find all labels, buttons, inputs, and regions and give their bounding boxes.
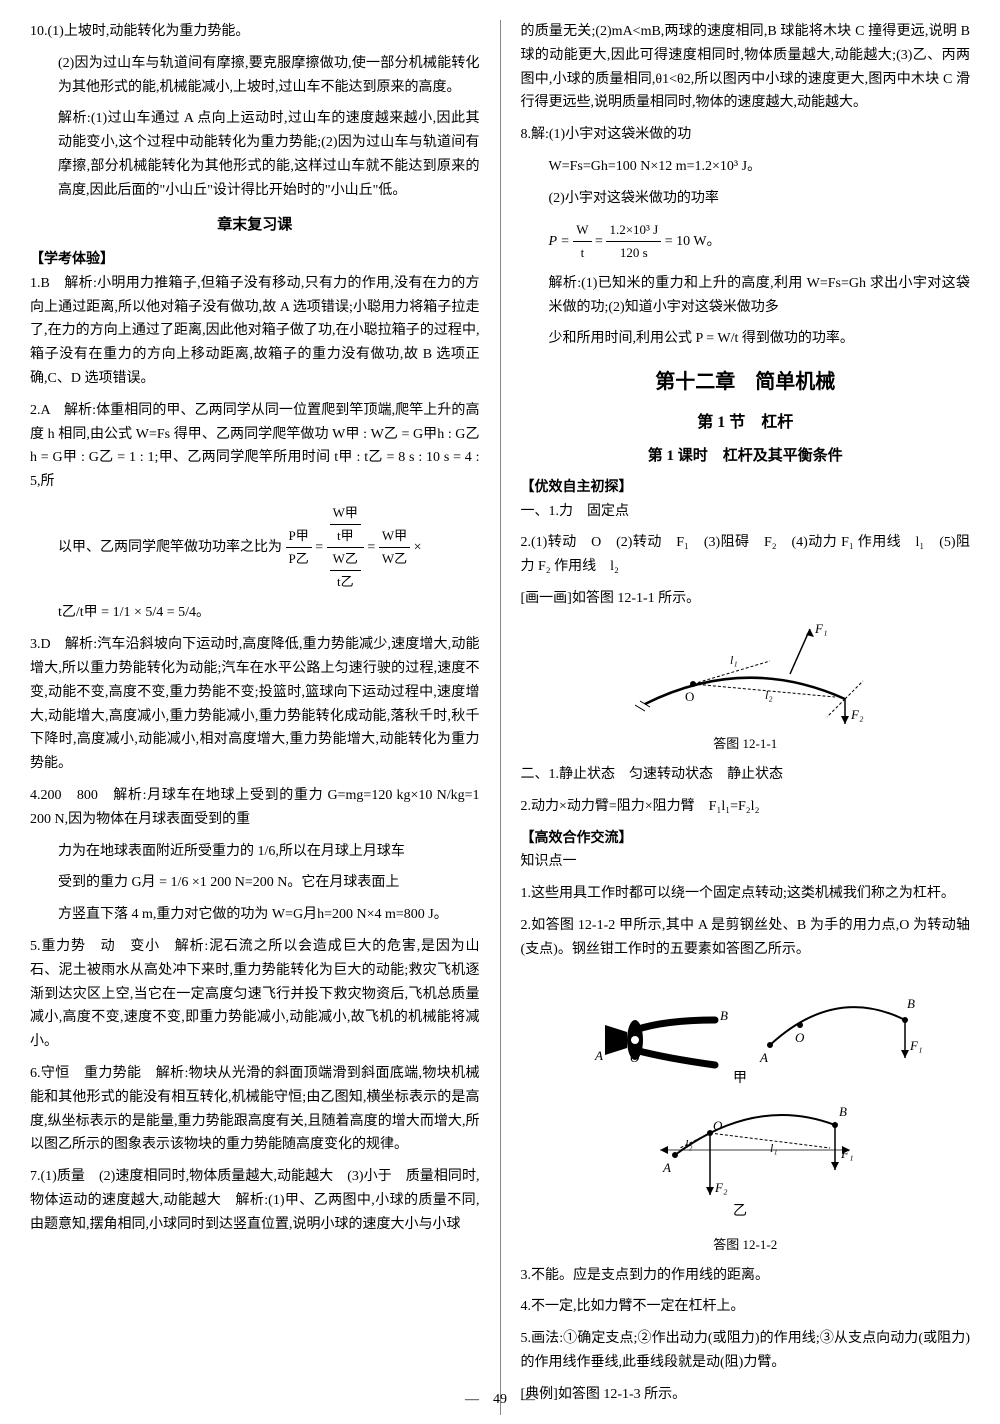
svg-text:l₁: l₁ xyxy=(770,1141,778,1155)
k2: 2.如答图 12-1-2 甲所示,其中 A 是剪钢丝处、B 为手的用力点,O 为… xyxy=(521,914,971,962)
gaoxiao-label: 【高效合作交流】 xyxy=(521,827,971,851)
fig1-caption: 答图 12-1-1 xyxy=(521,733,971,755)
svg-text:F₂: F₂ xyxy=(850,707,864,722)
q8-eq: = xyxy=(595,233,606,248)
k4: 4.不一定,比如力臂不一定在杠杆上。 xyxy=(521,1295,971,1319)
figure-12-1-1: O F₁ l₁ F₂ l₂ 答图 12-1-1 xyxy=(521,619,971,755)
q3: 3.D 解析:汽车沿斜坡向下运动时,高度降低,重力势能减少,速度增大,动能增大,… xyxy=(30,633,480,776)
study-exp-label: 【学考体验】 xyxy=(30,248,480,272)
q8-part3: (2)小宇对这袋米做功的功率 xyxy=(521,187,971,211)
k1: 1.这些用具工作时都可以绕一个固定点转动;这类机械我们称之为杠杆。 xyxy=(521,882,971,906)
review-course-title: 章末复习课 xyxy=(30,213,480,239)
svg-text:O: O xyxy=(685,689,694,704)
pliers-diagram-icon: A O B A O B F₁ 甲 xyxy=(565,970,925,1230)
svg-text:甲: 甲 xyxy=(733,1071,747,1086)
lever-diagram-icon: O F₁ l₁ F₂ l₂ xyxy=(615,619,875,729)
svg-text:A: A xyxy=(594,1048,603,1063)
svg-text:O: O xyxy=(630,1050,640,1065)
page-number: — 49 — xyxy=(0,1388,1000,1412)
svg-text:B: B xyxy=(839,1104,847,1119)
one-two: 2.(1)转动 O (2)转动 F₁ (3)阻碍 F₂ (4)动力 F₁ 作用线… xyxy=(521,531,971,579)
q4-part2: 力为在地球表面附近所受重力的 1/6,所以在月球上月球车 xyxy=(30,840,480,864)
q10-line2: (2)因为过山车与轨道间有摩擦,要克服摩擦做功,使一部分机械能转化为其他形式的能… xyxy=(30,52,480,100)
svg-text:乙: 乙 xyxy=(733,1203,747,1219)
q8-frac1: Wt xyxy=(573,219,591,264)
q2-line2: 以甲、乙两同学爬竿做功功率之比为 P甲P乙 = W甲t甲 W乙t乙 = W甲W乙… xyxy=(30,502,480,593)
q5: 5.重力势 动 变小 解析:泥石流之所以会造成巨大的危害,是因为山石、泥土被雨水… xyxy=(30,935,480,1054)
page-container: 10.(1)上坡时,动能转化为重力势能。 (2)因为过山车与轨道间有摩擦,要克服… xyxy=(30,20,970,1415)
q4-part1: 4.200 800 解析:月球车在地球上受到的重力 G=mg=120 kg×10… xyxy=(30,784,480,832)
times-sign: × xyxy=(414,540,422,555)
q8-part2: W=Fs=Gh=100 N×12 m=1.2×10³ J。 xyxy=(521,155,971,179)
section-title: 第 1 节 杠杆 xyxy=(521,409,971,436)
left-column: 10.(1)上坡时,动能转化为重力势能。 (2)因为过山车与轨道间有摩擦,要克服… xyxy=(30,20,480,1415)
q10-line3: 解析:(1)过山车通过 A 点向上运动时,过山车的速度越来越小,因此其动能变小,… xyxy=(30,107,480,202)
q8-formula: P = Wt = 1.2×10³ J120 s = 10 W。 xyxy=(521,219,971,264)
svg-text:F₁: F₁ xyxy=(814,621,827,636)
q8-p-label: P = xyxy=(549,233,574,248)
svg-text:O: O xyxy=(795,1030,805,1045)
one-one: 一、1.力 固定点 xyxy=(521,500,971,524)
q2-frac2: W甲W乙 xyxy=(379,525,410,570)
two-two: 2.动力×动力臂=阻力×阻力臂 F₁l₁=F₂l₂ xyxy=(521,795,971,819)
draw-label: [画一画]如答图 12-1-1 所示。 xyxy=(521,587,971,611)
svg-text:B: B xyxy=(907,996,915,1011)
k5: 5.画法:①确定支点;②作出动力(或阻力)的作用线;③从支点向动力(或阻力)的作… xyxy=(521,1327,971,1375)
chapter-title: 第十二章 简单机械 xyxy=(521,365,971,399)
k3: 3.不能。应是支点到力的作用线的距离。 xyxy=(521,1264,971,1288)
svg-text:l₂: l₂ xyxy=(765,688,773,702)
q4-part3: 受到的重力 G月 = 1/6 ×1 200 N=200 N。它在月球表面上 xyxy=(30,871,480,895)
q2-part2-pre: 以甲、乙两同学爬竿做功功率之比为 xyxy=(58,540,282,555)
svg-text:O: O xyxy=(713,1118,723,1133)
svg-text:A: A xyxy=(662,1160,671,1175)
figure-12-1-2: A O B A O B F₁ 甲 xyxy=(521,970,971,1256)
zizhu-label: 【优效自主初探】 xyxy=(521,476,971,500)
q8-part5: 少和所用时间,利用公式 P = W/t 得到做功的功率。 xyxy=(521,327,971,351)
lesson-title: 第 1 课时 杠杆及其平衡条件 xyxy=(521,444,971,470)
right-column: 的质量无关;(2)mA<mB,两球的速度相同,B 球能将木块 C 撞得更远,说明… xyxy=(521,20,971,1415)
q4-part4: 方竖直下落 4 m,重力对它做的功为 W=G月h=200 N×4 m=800 J… xyxy=(30,903,480,927)
eq-sign-2: = xyxy=(367,540,378,555)
cont1: 的质量无关;(2)mA<mB,两球的速度相同,B 球能将木块 C 撞得更远,说明… xyxy=(521,20,971,115)
eq-sign-1: = xyxy=(315,540,326,555)
q7: 7.(1)质量 (2)速度相同时,物体质量越大,动能越大 (3)小于 质量相同时… xyxy=(30,1165,480,1236)
svg-text:B: B xyxy=(720,1008,728,1023)
two-one: 二、1.静止状态 匀速转动状态 静止状态 xyxy=(521,763,971,787)
q2-frac1: P甲P乙 xyxy=(286,525,312,570)
q8-part1: 8.解:(1)小宇对这袋米做的功 xyxy=(521,123,971,147)
q6: 6.守恒 重力势能 解析:物块从光滑的斜面顶端滑到斜面底端,物块机械能和其他形式… xyxy=(30,1062,480,1157)
q2-frac-nested: W甲t甲 W乙t乙 xyxy=(327,502,364,593)
q8-part4: 解析:(1)已知米的重力和上升的高度,利用 W=Fs=Gh 求出小宇对这袋米做的… xyxy=(521,272,971,320)
knowledge-label: 知识点一 xyxy=(521,850,971,874)
column-divider xyxy=(500,20,501,1415)
svg-text:A: A xyxy=(759,1050,768,1065)
svg-text:F₁: F₁ xyxy=(909,1038,922,1053)
q8-result: = 10 W。 xyxy=(665,233,721,248)
q2-part1: 2.A 解析:体重相同的甲、乙两同学从同一位置爬到竿顶端,爬竿上升的高度 h 相… xyxy=(30,399,480,494)
q1: 1.B 解析:小明用力推箱子,但箱子没有移动,只有力的作用,没有在力的方向上通过… xyxy=(30,272,480,391)
q8-frac2: 1.2×10³ J120 s xyxy=(606,219,661,264)
q2-formula2: t乙/t甲 = 1/1 × 5/4 = 5/4。 xyxy=(30,601,480,625)
svg-text:F₂: F₂ xyxy=(714,1180,728,1195)
svg-text:l₁: l₁ xyxy=(730,653,738,667)
svg-text:l₂: l₂ xyxy=(685,1137,693,1151)
q10-line1: 10.(1)上坡时,动能转化为重力势能。 xyxy=(30,20,480,44)
fig2-caption: 答图 12-1-2 xyxy=(521,1234,971,1256)
